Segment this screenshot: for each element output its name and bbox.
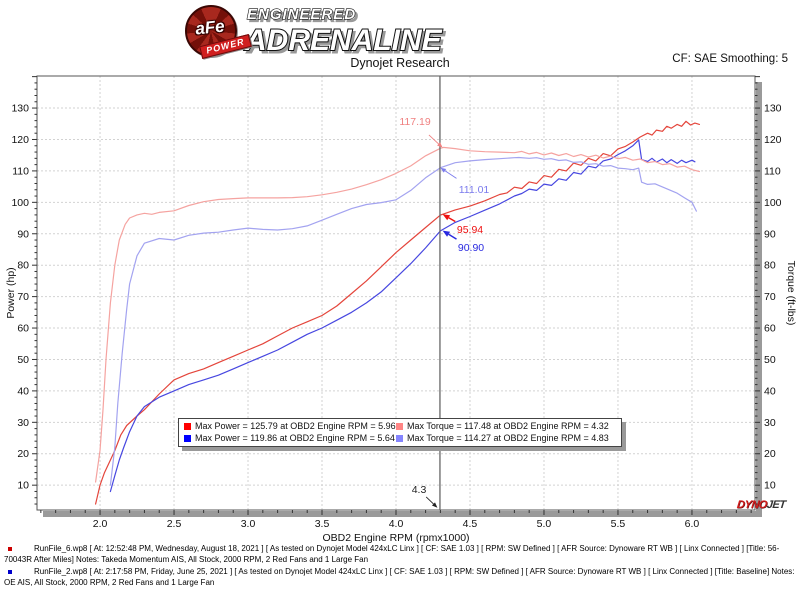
cf-smoothing-label: CF: SAE Smoothing: 5 <box>672 53 788 65</box>
adrenaline-text: ADRENALINE <box>244 24 443 57</box>
plot-shadow <box>43 82 762 517</box>
legend-label: Max Power = 125.79 at OBD2 Engine RPM = … <box>195 421 396 431</box>
svg-text:3.0: 3.0 <box>241 518 256 530</box>
dynojet-logo-dyno: DYNO <box>736 499 768 511</box>
svg-text:20: 20 <box>17 448 29 460</box>
legend-label: Max Power = 119.86 at OBD2 Engine RPM = … <box>195 432 395 443</box>
callout-arrows <box>425 134 457 508</box>
svg-text:100: 100 <box>11 197 29 209</box>
svg-text:120: 120 <box>11 134 29 146</box>
series-1 <box>109 139 696 493</box>
afe-badge: aFe POWER <box>183 4 252 60</box>
svg-text:20: 20 <box>764 448 776 460</box>
svg-text:4.5: 4.5 <box>463 518 478 530</box>
run-info-line: RunFile_2.wp8 [ At: 2:17:58 PM, Friday, … <box>4 567 796 588</box>
legend-item: Max Power = 125.79 at OBD2 Engine RPM = … <box>184 421 396 433</box>
svg-text:30: 30 <box>17 417 29 429</box>
svg-text:2.5: 2.5 <box>167 518 182 530</box>
svg-text:120: 120 <box>764 134 782 146</box>
svg-text:3.5: 3.5 <box>315 518 330 530</box>
data-curves <box>94 120 701 505</box>
legend-swatch-icon <box>396 434 403 442</box>
legend-swatch-icon <box>184 434 191 442</box>
svg-text:110: 110 <box>12 165 29 177</box>
svg-text:130: 130 <box>11 103 29 115</box>
dynojet-logo-jet: JET <box>766 499 787 511</box>
page-title: Dynojet Research <box>350 56 450 70</box>
svg-text:50: 50 <box>17 354 29 366</box>
run-info-line: RunFile_6.wp8 [ At: 12:52:48 PM, Wednesd… <box>4 544 796 565</box>
svg-text:70: 70 <box>764 291 776 303</box>
svg-text:100: 100 <box>764 197 782 209</box>
legend-item: Max Torque = 117.48 at OBD2 Engine RPM =… <box>396 421 616 433</box>
svg-text:90: 90 <box>764 228 776 240</box>
adrenaline-text-shadow: ADRENALINE <box>247 27 446 60</box>
annotation-label-4.3: 4.3 <box>411 484 427 496</box>
engineered-adrenaline-wordmark: ENGINEERED ENGINEERED ADRENALINE ADRENAL… <box>243 5 446 60</box>
svg-text:4.0: 4.0 <box>389 518 404 530</box>
svg-text:40: 40 <box>17 385 29 397</box>
run1-bullet-icon <box>8 547 12 551</box>
annotation-label-111.01: 111.01 <box>458 184 490 196</box>
legend-item: Max Torque = 114.27 at OBD2 Engine RPM =… <box>396 433 616 445</box>
svg-text:6.0: 6.0 <box>685 518 700 530</box>
series-3 <box>109 156 698 486</box>
svg-text:40: 40 <box>764 385 776 397</box>
afe-brand-logo: aFe POWER ENGINEERED ENGINEERED ADRENALI… <box>183 4 571 60</box>
svg-text:130: 130 <box>764 103 782 115</box>
svg-text:30: 30 <box>764 417 776 429</box>
legend-label: Max Torque = 114.27 at OBD2 Engine RPM =… <box>407 432 609 443</box>
svg-text:90: 90 <box>17 228 29 240</box>
annotation-label-90.90: 90.90 <box>457 242 485 254</box>
series-2 <box>94 146 701 483</box>
legend-item: Max Power = 119.86 at OBD2 Engine RPM = … <box>184 433 396 445</box>
run-info-footer: RunFile_6.wp8 [ At: 12:52:48 PM, Wednesd… <box>4 544 796 590</box>
run1-text: RunFile_6.wp8 [ At: 12:52:48 PM, Wednesd… <box>4 544 780 564</box>
annotation-label-117.19: 117.19 <box>399 116 431 128</box>
svg-text:Torque (ft-lbs): Torque (ft-lbs) <box>785 261 797 326</box>
axis-titles: OBD2 Engine RPM (rpmx1000) Power (hp) Torq… <box>5 261 797 544</box>
svg-text:10: 10 <box>764 480 776 492</box>
run2-bullet-icon <box>8 570 12 574</box>
annotation-label-95.94: 95.94 <box>456 224 484 236</box>
engineered-text: ENGINEERED <box>247 6 356 23</box>
series-0 <box>94 120 701 505</box>
svg-text:80: 80 <box>764 260 776 272</box>
engineered-text-shadow: ENGINEERED <box>250 9 359 26</box>
svg-text:60: 60 <box>17 323 29 335</box>
legend-label: Max Torque = 117.48 at OBD2 Engine RPM =… <box>407 421 609 431</box>
dynojet-logo: DYNOJET <box>736 499 786 511</box>
svg-text:10: 10 <box>17 480 29 492</box>
svg-text:60: 60 <box>764 323 776 335</box>
svg-text:70: 70 <box>17 291 29 303</box>
svg-text:50: 50 <box>764 354 776 366</box>
legend: Max Power = 125.79 at OBD2 Engine RPM = … <box>178 418 622 447</box>
legend-swatch-icon <box>184 423 191 431</box>
svg-text:OBD2 Engine RPM (rpmx1000): OBD2 Engine RPM (rpmx1000) <box>322 532 469 544</box>
svg-text:2.0: 2.0 <box>93 518 108 530</box>
axis-tick-labels: 2.0 2.5 3.0 3.5 4.0 4.5 5.0 5.5 6.0 10 10 20 20 30 30 4… <box>11 103 781 530</box>
svg-text:80: 80 <box>17 260 29 272</box>
svg-text:5.0: 5.0 <box>537 518 552 530</box>
run2-text: RunFile_2.wp8 [ At: 2:17:58 PM, Friday, … <box>4 567 795 587</box>
legend-swatch-icon <box>396 423 403 431</box>
svg-text:5.5: 5.5 <box>611 518 626 530</box>
svg-text:Power (hp): Power (hp) <box>5 267 17 318</box>
svg-text:110: 110 <box>764 165 781 177</box>
axis-ticks <box>32 76 760 515</box>
